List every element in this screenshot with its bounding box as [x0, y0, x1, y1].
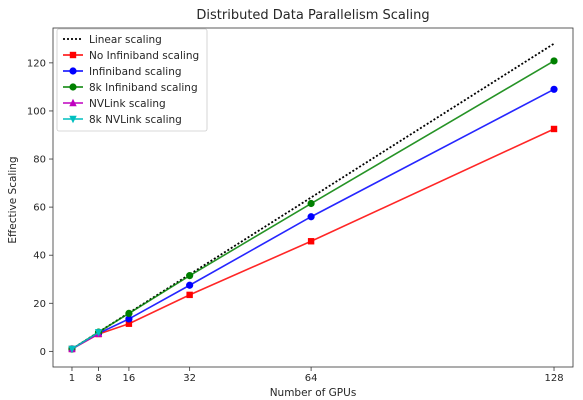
series-no-infiniband-scaling — [68, 125, 558, 353]
data-point-infiniband-scaling — [186, 281, 194, 289]
plot-area: 1 8 16 32 64 128 0 20 40 60 80 100 120 — [27, 27, 574, 384]
legend-swatch-marker — [69, 51, 77, 59]
legend-swatch-marker — [69, 67, 77, 75]
x-tick-label: 64 — [305, 373, 318, 384]
data-point-8k-infiniband-scaling — [186, 272, 194, 280]
legend-item-8k-nvlink-scaling: 8k NVLink scaling — [63, 114, 182, 126]
y-tick-label: 0 — [40, 347, 46, 358]
series-line-linear-scaling — [71, 42, 555, 350]
legend-label: 8k NVLink scaling — [89, 114, 182, 126]
legend-label: Infiniband scaling — [89, 66, 182, 78]
legend: Linear scaling No Infiniband scaling Infin… — [56, 28, 208, 132]
legend-label: No Infiniband scaling — [89, 50, 199, 62]
legend-item-no-infiniband-scaling: No Infiniband scaling — [63, 50, 199, 62]
legend-item-linear-scaling: Linear scaling — [63, 34, 162, 46]
data-point-8k-nvlink-scaling — [94, 329, 103, 337]
legend-swatch-marker — [69, 98, 77, 107]
legend-swatch-marker — [69, 115, 77, 124]
x-tick-label: 128 — [544, 373, 563, 384]
data-point-8k-nvlink-scaling — [68, 345, 76, 354]
y-tick-label: 20 — [33, 299, 46, 310]
legend-item-nvlink-scaling: NVLink scaling — [63, 98, 166, 110]
y-tick-label: 100 — [27, 106, 46, 117]
data-point-no-infiniband-scaling — [550, 125, 558, 133]
legend-item-8k-infiniband-scaling: 8k Infiniband scaling — [63, 82, 198, 94]
legend-label: Linear scaling — [89, 34, 162, 46]
legend-item-infiniband-scaling: Infiniband scaling — [63, 66, 182, 78]
series-line-8k-nvlink-scaling — [71, 331, 99, 350]
series-8k-nvlink-scaling — [68, 329, 103, 354]
data-point-no-infiniband-scaling — [186, 291, 193, 299]
plot-frame — [52, 27, 574, 368]
data-point-infiniband-scaling — [550, 85, 558, 93]
x-tick-label: 8 — [95, 373, 101, 384]
data-point-8k-infiniband-scaling — [307, 199, 315, 208]
y-tick-label: 40 — [33, 251, 46, 262]
y-axis-label: Effective Scaling — [7, 156, 19, 243]
data-point-8k-infiniband-scaling — [550, 57, 558, 65]
y-tick-label: 80 — [33, 155, 46, 166]
x-tick-label: 32 — [183, 373, 196, 384]
chart-title: Distributed Data Parallelism Scaling — [196, 8, 429, 23]
data-point-no-infiniband-scaling — [307, 238, 315, 245]
y-tick-label: 60 — [33, 203, 46, 214]
data-point-infiniband-scaling — [307, 213, 315, 221]
data-point-no-infiniband-scaling — [125, 320, 133, 327]
data-point-infiniband-scaling — [125, 315, 133, 323]
x-tick-label: 16 — [123, 373, 136, 384]
y-tick-label: 120 — [27, 58, 46, 69]
x-tick-label: 1 — [69, 373, 75, 384]
series-linear-scaling — [71, 42, 555, 350]
legend-label: 8k Infiniband scaling — [89, 82, 198, 94]
data-point-8k-infiniband-scaling — [125, 309, 133, 317]
x-axis-label: Number of GPUs — [270, 387, 357, 399]
legend-label: NVLink scaling — [89, 98, 166, 110]
legend-swatch-marker — [69, 83, 77, 91]
legend-box — [56, 28, 208, 132]
